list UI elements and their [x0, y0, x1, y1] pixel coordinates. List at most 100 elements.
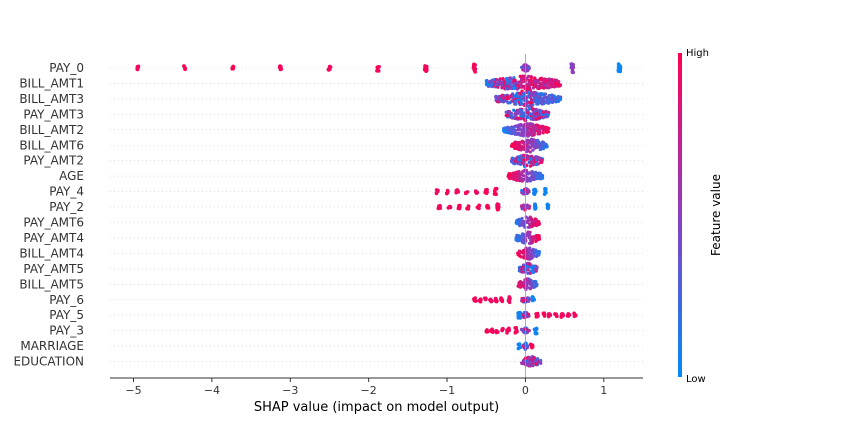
shap-point [537, 140, 541, 144]
shap-point [473, 70, 477, 74]
shap-point [520, 161, 524, 165]
shap-point [515, 108, 519, 112]
feature-label: PAY_AMT6 [23, 216, 84, 230]
shap-point [534, 112, 538, 116]
x-axis-ticks: −5 −4 −3 −2 −1 0 1 [125, 378, 607, 397]
shap-point [490, 79, 494, 83]
shap-point [532, 130, 536, 134]
shap-point [534, 95, 538, 100]
shap-point [522, 158, 526, 162]
shap-point [516, 147, 521, 151]
shap-point [529, 122, 533, 126]
shap-point [539, 159, 543, 163]
shap-point [490, 84, 494, 89]
shap-point [531, 356, 535, 361]
shap-point [515, 329, 519, 334]
feature-points [484, 74, 563, 93]
shap-point [479, 297, 483, 302]
feature-points [514, 215, 541, 229]
shap-point [542, 95, 547, 99]
shap-point [505, 95, 509, 99]
feature-points [135, 62, 623, 75]
shap-point [532, 235, 537, 239]
shap-point [532, 176, 536, 180]
shap-point [537, 237, 541, 241]
x-tick-label: 0 [522, 384, 529, 397]
feature-points [434, 186, 548, 197]
shap-point [493, 187, 498, 191]
shap-point [530, 298, 535, 303]
shap-point [508, 101, 512, 105]
shap-point [505, 328, 509, 333]
shap-point [496, 206, 500, 210]
shap-point [502, 129, 506, 133]
shap-point [545, 115, 549, 119]
shap-point [518, 316, 523, 320]
shap-point [555, 97, 559, 101]
shap-point [528, 271, 532, 275]
shap-point [618, 69, 623, 74]
shap-point [510, 142, 514, 146]
shap-point [436, 206, 441, 211]
shap-point [528, 107, 532, 111]
shap-point [522, 361, 526, 365]
feature-label: MARRIAGE [20, 339, 84, 353]
shap-point [530, 266, 534, 270]
shap-point [530, 143, 535, 147]
shap-point [534, 107, 538, 111]
shap-point [520, 179, 524, 183]
shap-point [531, 126, 535, 130]
shap-point [520, 222, 524, 226]
shap-point [523, 187, 527, 192]
shap-point [508, 81, 512, 85]
shap-point [537, 234, 541, 238]
shap-point [534, 155, 538, 159]
shap-point [530, 106, 534, 110]
shap-point [520, 207, 524, 211]
shap-point [520, 97, 525, 101]
shap-point [531, 268, 535, 272]
shap-point [534, 82, 538, 86]
shap-point [485, 82, 490, 86]
shap-point [529, 225, 533, 229]
shap-point [514, 220, 519, 224]
shap-point [514, 146, 518, 150]
shap-point [533, 76, 537, 80]
shap-point [517, 179, 522, 183]
shap-point [534, 144, 539, 148]
shap-point [541, 110, 545, 114]
shap-point [536, 84, 540, 89]
shap-point [525, 163, 529, 168]
shap-point [484, 297, 488, 301]
shap-point [530, 154, 534, 158]
shap-point [520, 328, 524, 332]
shap-point [520, 204, 524, 208]
shap-point [525, 261, 529, 266]
shap-point [483, 189, 488, 194]
shap-point [520, 234, 524, 238]
shap-point [522, 169, 526, 173]
feature-points [501, 122, 551, 138]
shap-point [535, 311, 540, 316]
shap-point [474, 191, 479, 195]
shap-point [536, 155, 540, 159]
shap-point [529, 78, 533, 83]
shap-point [518, 91, 522, 95]
shap-point [528, 164, 533, 168]
shap-point [500, 299, 505, 304]
shap-point [532, 327, 537, 332]
shap-point [544, 143, 549, 147]
shap-point [518, 140, 522, 144]
shap-point [507, 173, 512, 177]
shap-point [495, 329, 499, 334]
shap-point [534, 331, 539, 336]
shap-point [533, 205, 537, 210]
shap-point [488, 329, 493, 333]
shap-point [521, 236, 525, 241]
shap-point [543, 187, 548, 192]
shap-point [376, 69, 381, 73]
shap-point [473, 299, 478, 303]
shap-point [542, 126, 546, 131]
shap-point [497, 96, 501, 100]
shap-point [531, 148, 535, 152]
